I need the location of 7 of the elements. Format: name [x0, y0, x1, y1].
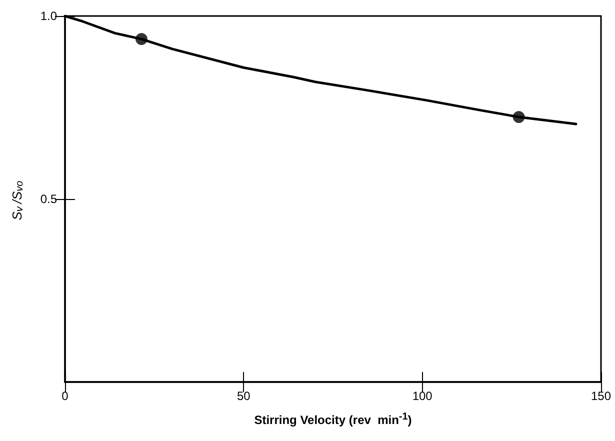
- x-tick-label: 50: [236, 389, 251, 403]
- x-tick-label: 100: [412, 389, 433, 403]
- y-tick-label: 1.0: [40, 9, 58, 23]
- y-axis-title: Sv/Svo: [10, 180, 26, 220]
- x-tick-label: 150: [590, 389, 612, 403]
- y-tick-label: 0.5: [40, 192, 58, 206]
- x-tick-label: 0: [62, 389, 69, 403]
